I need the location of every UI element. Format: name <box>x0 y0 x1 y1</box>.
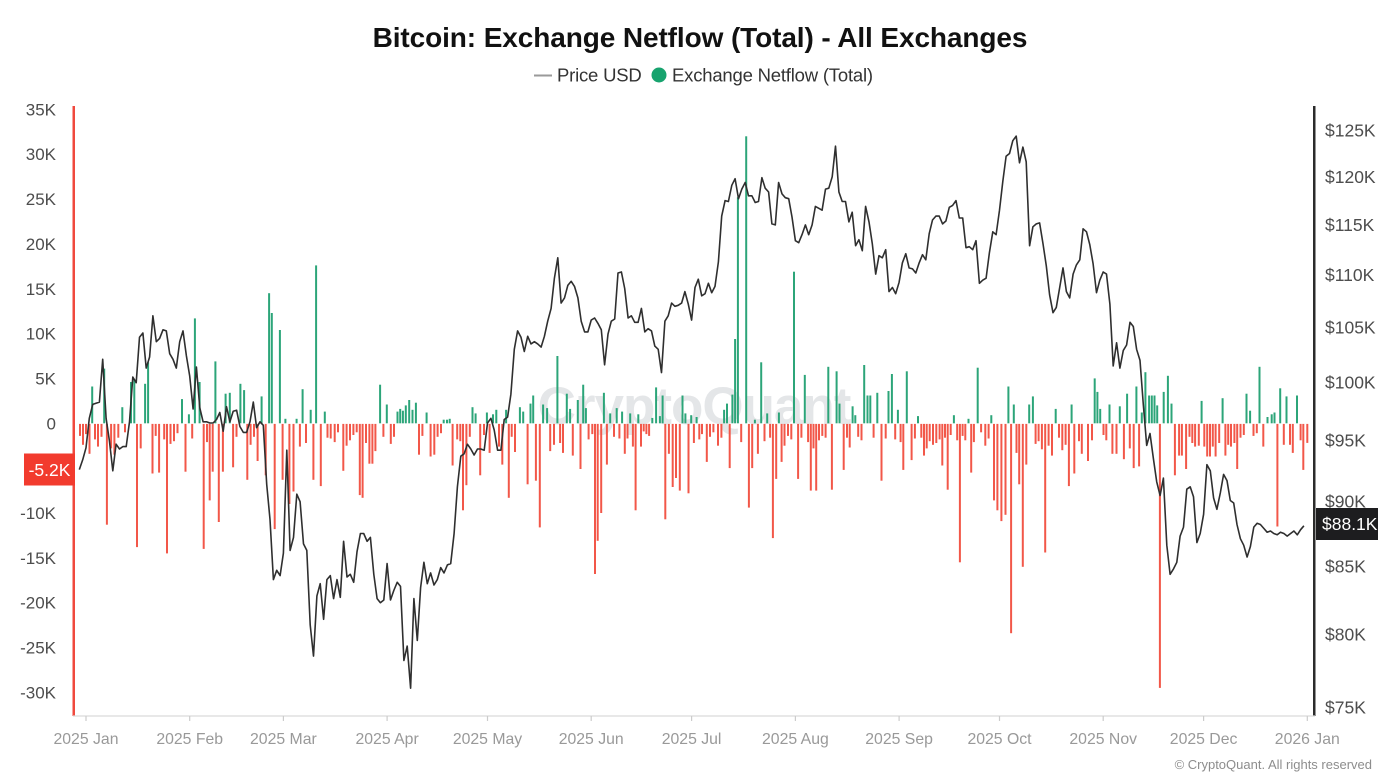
svg-text:35K: 35K <box>26 100 57 119</box>
svg-text:2025 Jun: 2025 Jun <box>559 731 624 748</box>
svg-text:-25K: -25K <box>20 639 57 658</box>
svg-text:$105K: $105K <box>1325 318 1376 338</box>
svg-text:2025 Dec: 2025 Dec <box>1170 731 1238 748</box>
svg-text:15K: 15K <box>26 280 57 299</box>
svg-text:2025 Feb: 2025 Feb <box>156 731 223 748</box>
svg-text:10K: 10K <box>26 325 57 344</box>
svg-text:25K: 25K <box>26 190 57 209</box>
svg-text:2025 May: 2025 May <box>453 731 522 748</box>
svg-text:Price USD: Price USD <box>557 65 642 86</box>
svg-text:$88.1K: $88.1K <box>1322 514 1378 534</box>
svg-text:$115K: $115K <box>1325 215 1375 235</box>
svg-text:-30K: -30K <box>20 683 57 702</box>
svg-text:-10K: -10K <box>20 504 57 523</box>
svg-text:$120K: $120K <box>1325 167 1376 187</box>
svg-text:2025 Sep: 2025 Sep <box>865 731 933 748</box>
svg-text:2025 Jul: 2025 Jul <box>662 731 722 748</box>
svg-text:30K: 30K <box>26 145 57 164</box>
svg-text:2025 Mar: 2025 Mar <box>250 731 317 748</box>
svg-text:2025 Jan: 2025 Jan <box>53 731 118 748</box>
svg-text:Exchange Netflow (Total): Exchange Netflow (Total) <box>672 65 873 86</box>
svg-text:2025 Aug: 2025 Aug <box>762 731 829 748</box>
svg-text:$90K: $90K <box>1325 492 1366 512</box>
svg-text:-5.2K: -5.2K <box>29 460 71 480</box>
svg-text:© CryptoQuant. All rights rese: © CryptoQuant. All rights reserved <box>1175 757 1372 772</box>
svg-text:2026 Jan: 2026 Jan <box>1275 731 1340 748</box>
svg-text:Bitcoin: Exchange Netflow (Tot: Bitcoin: Exchange Netflow (Total) - All … <box>373 22 1028 53</box>
svg-text:$85K: $85K <box>1325 556 1366 576</box>
svg-text:2025 Apr: 2025 Apr <box>355 731 418 748</box>
svg-text:$100K: $100K <box>1325 373 1376 393</box>
svg-text:$75K: $75K <box>1325 698 1366 718</box>
svg-text:-20K: -20K <box>20 594 57 613</box>
svg-text:$125K: $125K <box>1325 121 1376 141</box>
svg-text:$95K: $95K <box>1325 431 1366 451</box>
svg-text:$110K: $110K <box>1325 265 1375 285</box>
svg-text:$80K: $80K <box>1325 625 1366 645</box>
svg-text:-15K: -15K <box>20 549 57 568</box>
svg-text:2025 Oct: 2025 Oct <box>967 731 1032 748</box>
svg-text:5K: 5K <box>35 369 56 388</box>
svg-text:0: 0 <box>47 414 56 433</box>
svg-text:2025 Nov: 2025 Nov <box>1069 731 1137 748</box>
svg-text:20K: 20K <box>26 235 57 254</box>
